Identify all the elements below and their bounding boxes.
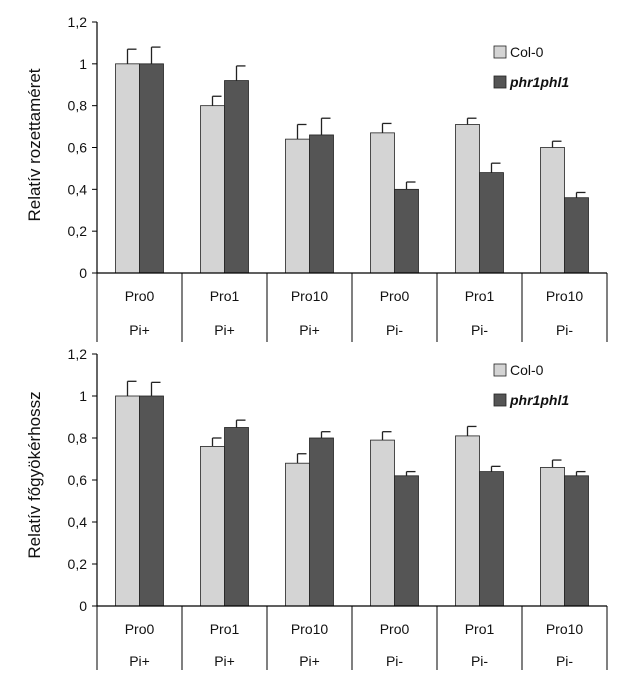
- legend-label-phr1phl1: phr1phl1: [509, 392, 569, 408]
- bar-phr1phl1-6: [564, 197, 589, 274]
- y-tick-label: 0,2: [68, 556, 88, 572]
- x-group-label: Pi+: [214, 653, 235, 669]
- x-group-label: Pi-: [471, 653, 488, 669]
- y-tick-label: 0,6: [68, 472, 88, 488]
- bar-col0-4: [370, 132, 395, 274]
- bar-col0-5: [455, 124, 480, 274]
- y-tick-label: 1: [79, 56, 87, 72]
- x-group-label: Pi+: [214, 322, 235, 338]
- x-category-label: Pro1: [210, 621, 240, 637]
- chart-panel-1: 0 0,2 0,4 0,6 0,8 1 1,2 Relatív rozettaméret Pro…: [25, 14, 608, 342]
- y-tick-label: 0,8: [68, 98, 88, 114]
- y-tick-label: 0,4: [68, 514, 88, 530]
- bar-col0-6: [540, 466, 565, 607]
- bar-phr1phl1-2: [224, 427, 249, 607]
- bar-phr1phl1-3: [309, 134, 334, 274]
- x-category-label: Pro0: [125, 621, 155, 637]
- x-group-label: Pi-: [556, 653, 573, 669]
- y-tick-label: 1,2: [68, 14, 88, 30]
- x-group-label: Pi+: [299, 653, 320, 669]
- legend-swatch-phr1phl1: [493, 393, 507, 407]
- legend-label-phr1phl1: phr1phl1: [509, 74, 569, 90]
- y-tick-label: 0,8: [68, 430, 88, 446]
- bar-col0-3: [285, 462, 310, 607]
- bar-phr1phl1-6: [564, 475, 589, 607]
- legend-label-col0: Col-0: [510, 362, 544, 378]
- x-group-label: Pi+: [129, 322, 150, 338]
- x-category-label: Pro0: [125, 288, 155, 304]
- y-tick-label: 0,2: [68, 223, 88, 239]
- bar-phr1phl1-5: [479, 172, 504, 274]
- legend-label-col0: Col-0: [510, 44, 544, 60]
- chart-panel-2: 0 0,2 0,4 0,6 0,8 1 1,2 Relatív főgyökérhossz Pr…: [25, 346, 608, 670]
- bar-phr1phl1-5: [479, 471, 504, 607]
- y-tick-label: 0,4: [68, 181, 88, 197]
- x-group-label: Pi-: [471, 322, 488, 338]
- x-category-label: Pro0: [380, 288, 410, 304]
- y-tick-label: 0: [79, 265, 87, 281]
- bar-col0-2: [200, 445, 225, 607]
- bar-phr1phl1-1: [139, 63, 164, 274]
- bar-phr1phl1-4: [394, 475, 419, 607]
- bar-col0-1: [115, 63, 140, 274]
- bar-col0-2: [200, 105, 225, 274]
- bar-phr1phl1-4: [394, 188, 419, 274]
- y-tick-label: 0: [79, 598, 87, 614]
- legend-swatch-col0: [493, 45, 507, 59]
- y-axis-label: Relatív rozettaméret: [25, 68, 44, 221]
- x-group-label: Pi+: [129, 653, 150, 669]
- x-category-label: Pro1: [210, 288, 240, 304]
- y-tick-label: 0,6: [68, 140, 88, 156]
- x-group-label: Pi-: [556, 322, 573, 338]
- x-category-label: Pro10: [546, 621, 584, 637]
- bar-phr1phl1-3: [309, 437, 334, 607]
- bar-col0-1: [115, 395, 140, 607]
- x-group-label: Pi-: [386, 322, 403, 338]
- x-category-label: Pro1: [465, 288, 495, 304]
- x-category-label: Pro10: [291, 621, 329, 637]
- x-group-label: Pi+: [299, 322, 320, 338]
- x-category-label: Pro10: [546, 288, 584, 304]
- y-tick-label: 1: [79, 388, 87, 404]
- legend-swatch-col0: [493, 363, 507, 377]
- x-group-label: Pi-: [386, 653, 403, 669]
- bar-phr1phl1-2: [224, 80, 249, 274]
- x-category-label: Pro10: [291, 288, 329, 304]
- y-axis-label: Relatív főgyökérhossz: [25, 391, 44, 558]
- legend-swatch-phr1phl1: [493, 75, 507, 89]
- x-category-label: Pro1: [465, 621, 495, 637]
- bar-col0-4: [370, 439, 395, 607]
- x-category-label: Pro0: [380, 621, 410, 637]
- bar-phr1phl1-1: [139, 395, 164, 607]
- y-tick-label: 1,2: [68, 346, 88, 362]
- bar-col0-5: [455, 435, 480, 607]
- bar-col0-3: [285, 138, 310, 274]
- bar-col0-6: [540, 147, 565, 274]
